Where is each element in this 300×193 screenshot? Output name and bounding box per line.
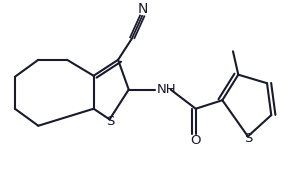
Text: S: S (106, 115, 115, 128)
Text: NH: NH (157, 83, 176, 96)
Text: N: N (137, 2, 148, 16)
Text: S: S (244, 132, 252, 145)
Text: O: O (190, 134, 201, 146)
